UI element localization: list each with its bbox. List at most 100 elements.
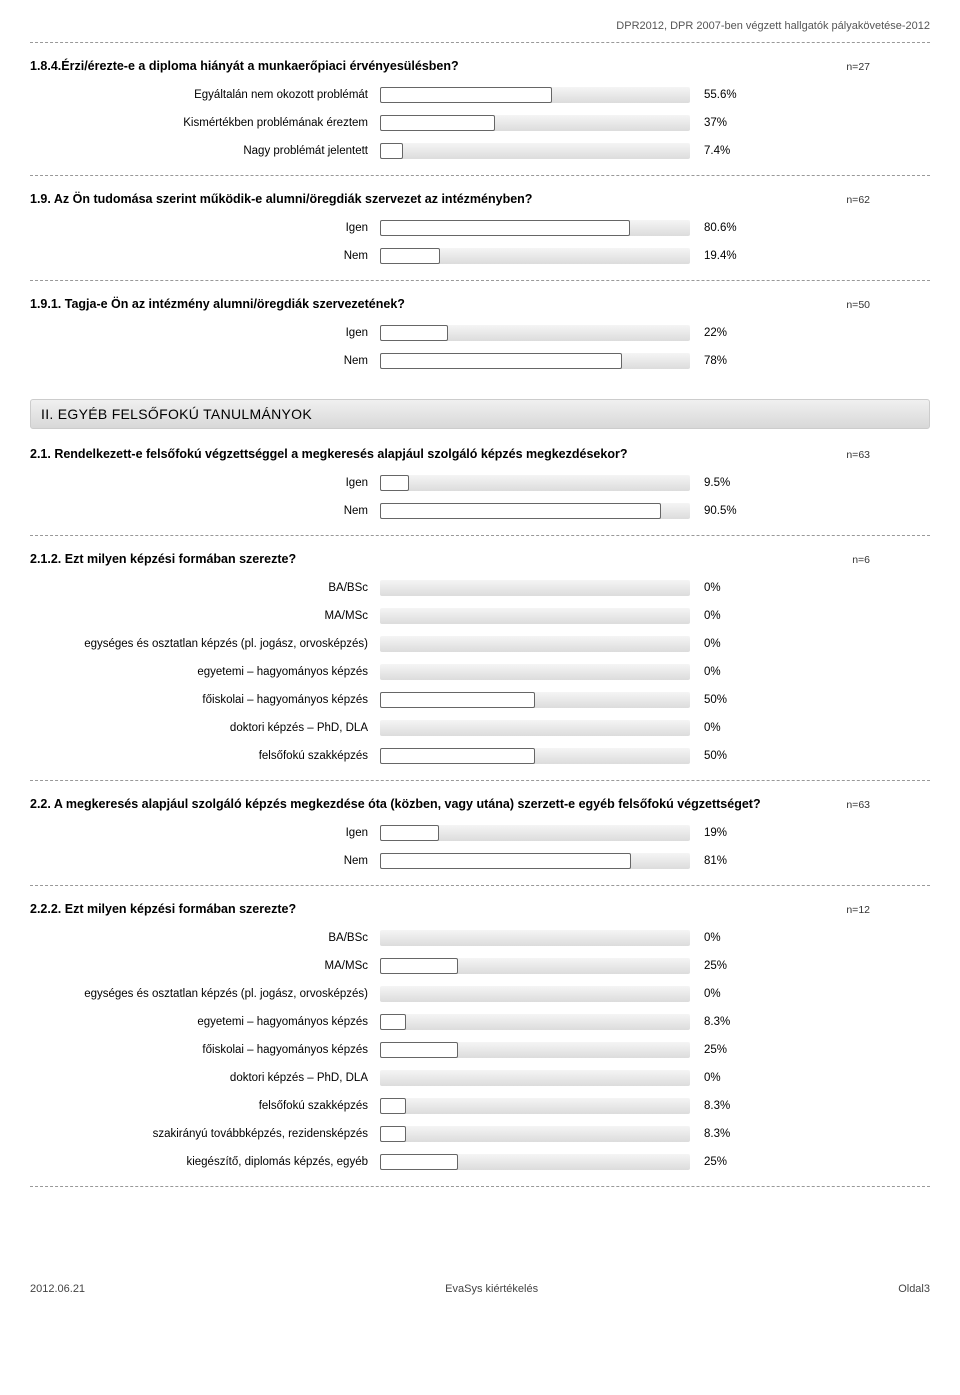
bar-percent: 55.6%	[690, 89, 750, 101]
bar-percent: 0%	[690, 1072, 750, 1084]
bar-label: Egyáltalán nem okozott problémát	[30, 89, 380, 101]
bar-row: kiegészítő, diplomás képzés, egyéb25%	[30, 1152, 930, 1172]
bar-track	[380, 958, 690, 974]
question-212: 2.1.2. Ezt milyen képzési formában szere…	[30, 552, 930, 766]
question-title: 1.9.1. Tagja-e Ön az intézmény alumni/ör…	[30, 297, 930, 311]
bar-track	[380, 115, 690, 131]
bar-fill	[380, 143, 403, 159]
bar-percent: 50%	[690, 750, 750, 762]
bar-label: felsőfokú szakképzés	[30, 1100, 380, 1112]
bar-row: MA/MSc 25%	[30, 956, 930, 976]
divider	[30, 42, 930, 43]
bar-percent: 0%	[690, 988, 750, 1000]
bar-percent: 25%	[690, 960, 750, 972]
bar-row: főiskolai – hagyományos képzés25%	[30, 1040, 930, 1060]
bar-label: MA/MSc	[30, 610, 380, 622]
bar-row: egyetemi – hagyományos képzés8.3%	[30, 1012, 930, 1032]
bar-label: Igen	[30, 222, 380, 234]
bar-track	[380, 930, 690, 946]
bar-track	[380, 986, 690, 1002]
bar-percent: 19.4%	[690, 250, 750, 262]
bar-row: felsőfokú szakképzés 50%	[30, 746, 930, 766]
bar-label: Nem	[30, 355, 380, 367]
bar-row: BA/BSc0%	[30, 928, 930, 948]
bar-track	[380, 664, 690, 680]
question-title: 2.2. A megkeresés alapjául szolgáló képz…	[30, 797, 930, 811]
bar-track	[380, 1070, 690, 1086]
bar-label: Nem	[30, 250, 380, 262]
bar-percent: 9.5%	[690, 477, 750, 489]
bar-rows: Igen22%Nem78%	[30, 323, 930, 371]
question-title: 1.8.4.Érzi/érezte-e a diploma hiányát a …	[30, 59, 930, 73]
bar-row: BA/BSc 0%	[30, 578, 930, 598]
bar-percent: 0%	[690, 722, 750, 734]
bar-label: egységes és osztatlan képzés (pl. jogász…	[30, 988, 380, 1000]
bar-label: MA/MSc	[30, 960, 380, 972]
bar-row: egységes és osztatlan képzés (pl. jogász…	[30, 634, 930, 654]
n-count: n=63	[846, 799, 870, 811]
bar-row: szakirányú továbbképzés, rezidensképzés8…	[30, 1124, 930, 1144]
bar-row: Kismértékben problémának éreztem37%	[30, 113, 930, 133]
bar-row: doktori képzés – PhD, DLA0%	[30, 1068, 930, 1088]
bar-label: egyetemi – hagyományos képzés	[30, 666, 380, 678]
bar-rows: Igen80.6% Nem 19.4%	[30, 218, 930, 266]
question-22: 2.2. A megkeresés alapjául szolgáló képz…	[30, 797, 930, 871]
bar-row: főiskolai – hagyományos képzés50%	[30, 690, 930, 710]
n-count: n=12	[846, 904, 870, 916]
footer-center: EvaSys kiértékelés	[445, 1283, 538, 1295]
bar-fill	[380, 1126, 406, 1142]
bar-row: Nem 78%	[30, 351, 930, 371]
page-header: DPR2012, DPR 2007-ben végzett hallgatók …	[30, 20, 930, 32]
bar-track	[380, 748, 690, 764]
bar-fill	[380, 248, 440, 264]
bar-percent: 50%	[690, 694, 750, 706]
bar-label: Igen	[30, 477, 380, 489]
question-19: 1.9. Az Ön tudomása szerint működik-e al…	[30, 192, 930, 266]
bar-percent: 37%	[690, 117, 750, 129]
bar-percent: 0%	[690, 610, 750, 622]
bar-row: egységes és osztatlan képzés (pl. jogász…	[30, 984, 930, 1004]
bar-track	[380, 220, 690, 236]
bar-label: Nem	[30, 505, 380, 517]
n-count: n=27	[846, 61, 870, 73]
bar-track	[380, 692, 690, 708]
bar-row: Igen 9.5%	[30, 473, 930, 493]
section-banner: II. EGYÉB FELSŐFOKÚ TANULMÁNYOK	[30, 399, 930, 429]
bar-percent: 78%	[690, 355, 750, 367]
question-title: 2.1.2. Ezt milyen képzési formában szere…	[30, 552, 930, 566]
bar-percent: 19%	[690, 827, 750, 839]
bar-percent: 25%	[690, 1044, 750, 1056]
bar-percent: 7.4%	[690, 145, 750, 157]
footer-right: Oldal3	[898, 1283, 930, 1295]
question-21: 2.1. Rendelkezett-e felsőfokú végzettség…	[30, 447, 930, 521]
bar-row: Nem90.5%	[30, 501, 930, 521]
bar-percent: 0%	[690, 582, 750, 594]
bar-track	[380, 825, 690, 841]
question-184: 1.8.4.Érzi/érezte-e a diploma hiányát a …	[30, 59, 930, 161]
bar-label: egységes és osztatlan képzés (pl. jogász…	[30, 638, 380, 650]
bar-track	[380, 1042, 690, 1058]
bar-track	[380, 1126, 690, 1142]
bar-track	[380, 143, 690, 159]
bar-row: doktori képzés – PhD, DLA0%	[30, 718, 930, 738]
bar-track	[380, 325, 690, 341]
bar-percent: 0%	[690, 638, 750, 650]
bar-fill	[380, 958, 458, 974]
bar-label: szakirányú továbbképzés, rezidensképzés	[30, 1128, 380, 1140]
bar-rows: BA/BSc 0% MA/MSc 0% egységes és osztatlan ké…	[30, 578, 930, 766]
bar-fill	[380, 503, 661, 519]
bar-fill	[380, 1014, 406, 1030]
divider	[30, 535, 930, 536]
bar-rows: BA/BSc0% MA/MSc 25% egységes és osztatlan k…	[30, 928, 930, 1172]
bar-percent: 8.3%	[690, 1016, 750, 1028]
bar-label: BA/BSc	[30, 582, 380, 594]
bar-track	[380, 720, 690, 736]
n-count: n=6	[852, 554, 870, 566]
bar-row: Igen80.6%	[30, 218, 930, 238]
bar-label: felsőfokú szakképzés	[30, 750, 380, 762]
question-222: 2.2.2. Ezt milyen képzési formában szere…	[30, 902, 930, 1172]
bar-track	[380, 1098, 690, 1114]
divider	[30, 780, 930, 781]
bar-track	[380, 87, 690, 103]
bar-fill	[380, 1098, 406, 1114]
